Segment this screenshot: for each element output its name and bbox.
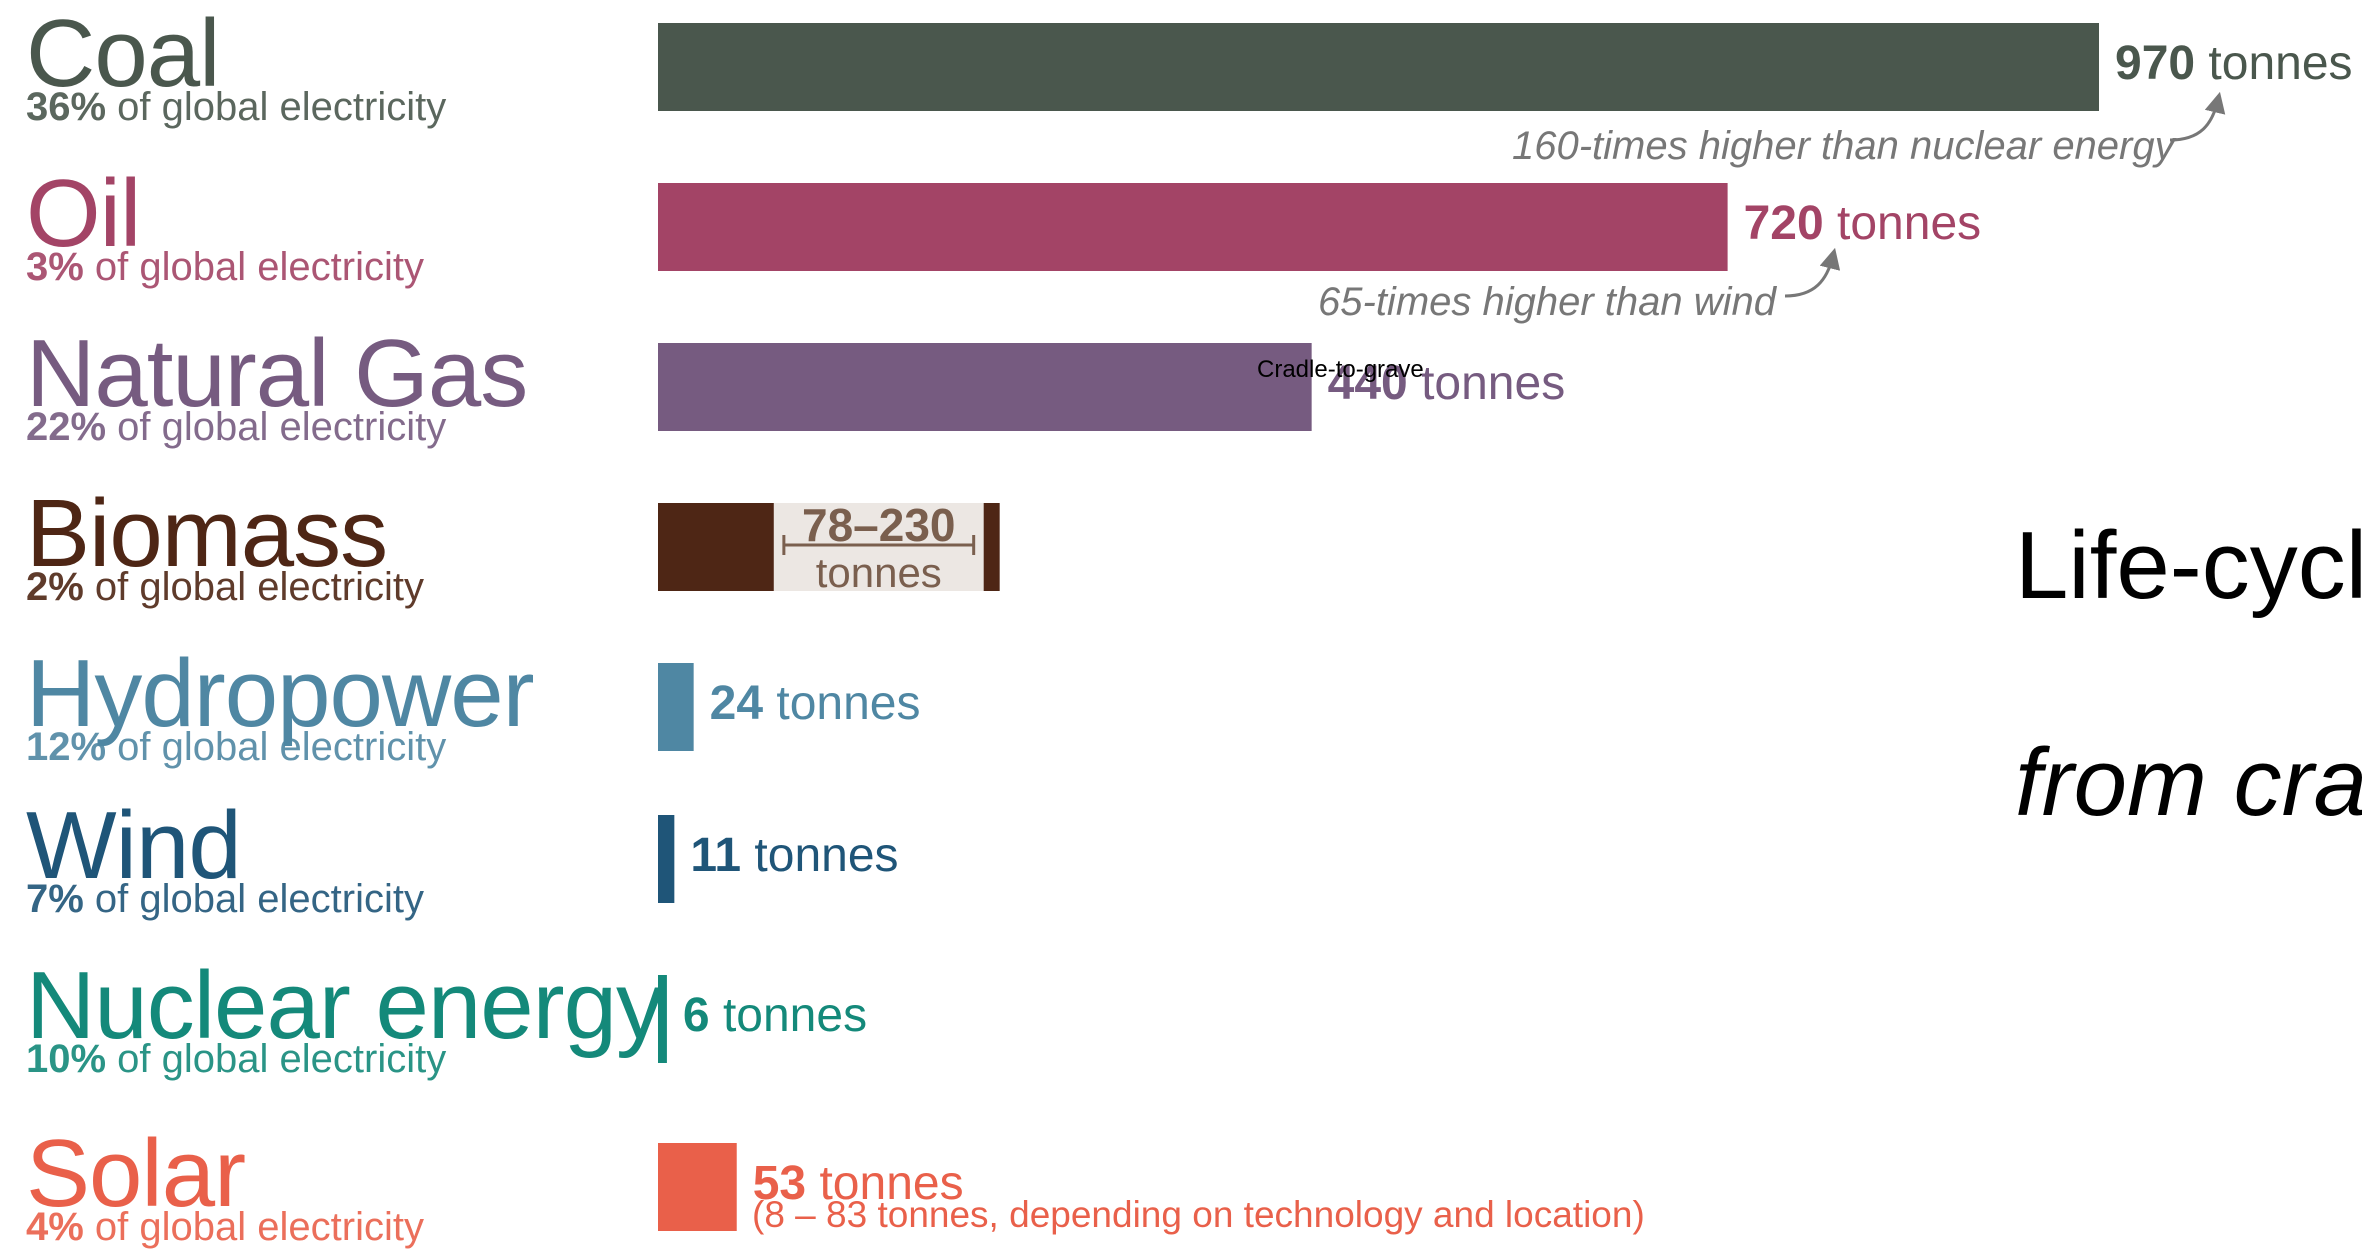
share-suffix-oil: of global electricity xyxy=(83,245,424,289)
value-unit-gas: tonnes xyxy=(1407,357,1566,410)
solar-detail: (8 – 83 tonnes, depending on technology … xyxy=(752,1194,1645,1235)
share-percent-biomass: 2% xyxy=(26,565,84,609)
value-unit-wind: tonnes xyxy=(741,829,899,882)
source-name-gas: Natural Gas xyxy=(26,320,528,427)
biomass-range-value: 78–230 xyxy=(802,499,956,551)
share-suffix-solar: of global electricity xyxy=(83,1205,424,1249)
share-suffix-coal: of global electricity xyxy=(106,85,447,129)
bar-hydro xyxy=(658,663,694,751)
bar-gas xyxy=(658,343,1312,431)
share-suffix-wind: of global electricity xyxy=(83,877,424,921)
bar-oil xyxy=(658,183,1728,271)
value-number-gas: 440 xyxy=(1327,357,1408,410)
source-share-wind: 7% of global electricity xyxy=(26,879,424,919)
source-name-solar: Solar xyxy=(26,1120,246,1227)
source-share-hydro: 12% of global electricity xyxy=(26,727,446,767)
value-label-nuclear: 6 tonnes xyxy=(683,992,867,1040)
side-title-line2: from cra xyxy=(2015,729,2362,836)
share-percent-coal: 36% xyxy=(26,85,107,129)
stage-label: Cradle-to-grave xyxy=(1257,356,1424,383)
value-label-wind: 11 tonnes xyxy=(690,832,898,880)
source-name-coal: Coal xyxy=(26,0,220,107)
value-unit-oil: tonnes xyxy=(1823,197,1982,250)
note-coal: 160-times higher than nuclear energy xyxy=(1512,124,2175,168)
share-percent-gas: 22% xyxy=(26,405,107,449)
note-coal-arrow xyxy=(2169,91,2226,142)
share-percent-nuclear: 10% xyxy=(26,1037,107,1081)
source-share-oil: 3% of global electricity xyxy=(26,247,424,287)
biomass-range-unit: tonnes xyxy=(815,549,942,596)
note-oil-arrow xyxy=(1784,247,1841,298)
source-share-nuclear: 10% of global electricity xyxy=(26,1039,446,1079)
source-share-biomass: 2% of global electricity xyxy=(26,567,424,607)
value-number-oil: 720 xyxy=(1743,197,1824,250)
value-label-gas: 440 tonnes xyxy=(1328,360,1566,408)
source-name-biomass: Biomass xyxy=(26,480,388,587)
share-suffix-hydro: of global electricity xyxy=(106,725,447,769)
value-number-nuclear: 6 xyxy=(682,989,710,1042)
biomass-range-label: 78–230 tonnes xyxy=(774,499,984,596)
source-name-hydro: Hydropower xyxy=(26,640,535,747)
bar-nuclear xyxy=(658,975,667,1063)
bar-coal xyxy=(658,23,2099,111)
share-percent-solar: 4% xyxy=(26,1205,84,1249)
value-unit-solar: tonnes xyxy=(806,1157,964,1210)
share-percent-hydro: 12% xyxy=(26,725,107,769)
source-name-wind: Wind xyxy=(26,792,242,899)
value-label-solar: 53 tonnes xyxy=(753,1160,964,1208)
bar-wind xyxy=(658,815,675,903)
bar-biomass-high xyxy=(983,503,1000,591)
value-number-wind: 11 xyxy=(690,829,742,882)
bar-solar xyxy=(658,1143,737,1231)
value-number-hydro: 24 xyxy=(709,677,764,730)
value-label-coal: 970 tonnes xyxy=(2115,40,2353,88)
source-name-oil: Oil xyxy=(26,160,141,267)
source-name-nuclear: Nuclear energy xyxy=(26,952,664,1059)
value-number-coal: 970 xyxy=(2115,37,2196,90)
value-unit-coal: tonnes xyxy=(2195,37,2353,90)
source-share-solar: 4% of global electricity xyxy=(26,1207,424,1247)
source-share-coal: 36% of global electricity xyxy=(26,87,446,127)
side-title-line1: Life-cycl xyxy=(2015,512,2362,619)
share-percent-oil: 3% xyxy=(26,245,84,289)
value-number-solar: 53 xyxy=(752,1157,807,1210)
value-label-oil: 720 tonnes xyxy=(1744,200,1982,248)
value-unit-hydro: tonnes xyxy=(763,677,921,730)
bar-biomass-low xyxy=(658,503,774,591)
bar-biomass-range xyxy=(773,503,984,591)
value-label-hydro: 24 tonnes xyxy=(710,680,921,728)
share-percent-wind: 7% xyxy=(26,877,84,921)
share-suffix-gas: of global electricity xyxy=(106,405,447,449)
value-unit-nuclear: tonnes xyxy=(709,989,868,1042)
note-oil: 65-times higher than wind xyxy=(1318,280,1777,324)
share-suffix-biomass: of global electricity xyxy=(83,565,424,609)
source-share-gas: 22% of global electricity xyxy=(26,407,446,447)
share-suffix-nuclear: of global electricity xyxy=(106,1037,447,1081)
